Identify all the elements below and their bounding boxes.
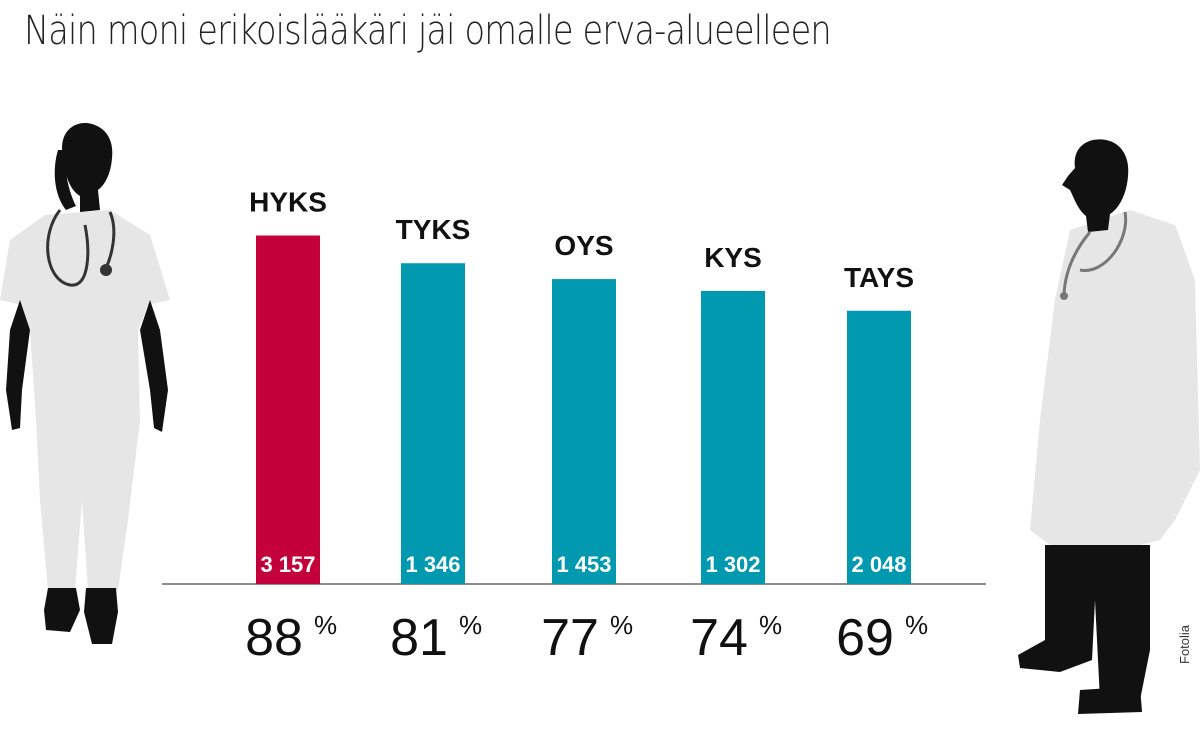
- photo-credit: Fotolia: [1177, 624, 1192, 664]
- nurse-silhouette: [0, 123, 170, 644]
- category-label-kys: KYS: [704, 242, 762, 273]
- bar-tays: [847, 310, 911, 584]
- count-label-hyks: 3 157: [260, 552, 315, 577]
- count-label-kys: 1 302: [705, 552, 760, 577]
- category-label-tays: TAYS: [844, 262, 914, 293]
- bar-hyks: [256, 235, 320, 584]
- count-label-tyks: 1 346: [405, 552, 460, 577]
- percent-sign-oys: %: [610, 610, 633, 640]
- percent-label-tyks: 81: [390, 609, 448, 667]
- bar-oys: [552, 279, 616, 584]
- percent-sign-kys: %: [759, 610, 782, 640]
- category-label-hyks: HYKS: [249, 187, 327, 218]
- bar-tyks: [401, 263, 465, 584]
- percent-label-hyks: 88: [245, 609, 303, 667]
- bar-kys: [701, 290, 765, 584]
- percent-label-tays: 69: [836, 609, 894, 667]
- percent-sign-tyks: %: [459, 610, 482, 640]
- chart-title: Näin moni erikoislääkäri jäi omalle erva…: [24, 8, 832, 54]
- percent-label-oys: 77: [541, 609, 599, 667]
- percent-sign-hyks: %: [314, 610, 337, 640]
- percent-sign-tays: %: [905, 610, 928, 640]
- count-label-tays: 2 048: [851, 552, 906, 577]
- category-label-tyks: TYKS: [396, 214, 471, 245]
- count-label-oys: 1 453: [556, 552, 611, 577]
- category-label-oys: OYS: [554, 230, 613, 261]
- doctor-silhouette: [1018, 139, 1200, 714]
- percent-label-kys: 74: [690, 609, 748, 667]
